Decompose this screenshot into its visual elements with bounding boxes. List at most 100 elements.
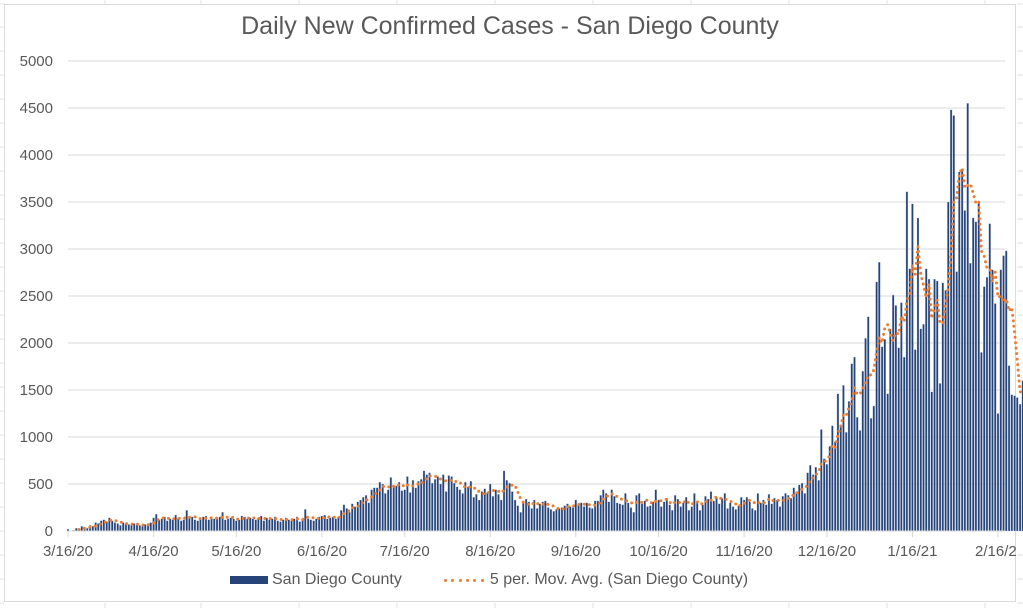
moving-average-dot [800,487,804,491]
bar [762,499,765,532]
moving-average-dot [961,173,965,177]
moving-average-dot [526,502,530,506]
bar [166,520,169,532]
bar [384,493,387,532]
moving-average-dot [610,492,614,496]
moving-average-dot [510,483,514,487]
y-tick-label: 1500 [20,382,53,399]
bar [776,499,779,532]
moving-average-dot [982,254,986,258]
moving-average-dot [942,310,946,314]
moving-average-dot [945,293,949,297]
moving-average-dot [978,228,982,232]
bar [754,510,757,532]
moving-average-dot [231,515,235,519]
bar [861,371,864,532]
moving-average-dot [136,522,140,526]
bar [541,501,544,532]
bar [629,507,633,532]
legend-item-san-diego-county[interactable]: San Diego County [230,571,402,589]
bar [398,481,401,532]
bar [340,510,343,532]
bar [157,519,161,532]
moving-average-dot [634,500,638,504]
moving-average-dot [406,483,410,487]
moving-average-dot [804,485,808,489]
moving-average-dot [561,507,565,511]
moving-average-dot [827,455,831,459]
legend-item-moving-average[interactable]: 5 per. Mov. Avg. (San Diego County) [443,571,749,589]
bar [111,520,114,532]
moving-average-dot [889,333,893,337]
moving-average-dot [995,286,999,290]
moving-average-dot [951,206,955,210]
moving-average-dot [434,474,438,478]
bar [649,505,652,532]
moving-average-dot [279,518,283,522]
bar [113,522,117,532]
moving-average-dot [928,297,932,301]
moving-average-dot [817,467,821,471]
bar [624,493,627,532]
bar [571,507,575,532]
moving-average-dot [989,273,993,277]
moving-average-dot [486,491,490,495]
bar [947,201,950,532]
moving-average-dot [686,500,690,504]
bar [936,280,939,532]
moving-average-dot [846,407,850,411]
moving-average-dot [874,352,878,356]
bar [825,464,829,532]
moving-average-dot [930,314,934,318]
bar [1002,255,1005,532]
moving-average-dot [166,516,170,520]
moving-average-dot [908,291,912,295]
moving-average-dot [477,489,481,493]
moving-average-dot [872,369,876,373]
moving-average-dot [161,516,165,520]
moving-average-dot [776,498,780,502]
moving-average-dot [914,261,918,265]
moving-average-dot [130,522,134,526]
bar [933,278,936,532]
bar [977,200,980,532]
moving-average-dot [932,309,936,313]
bar [536,508,539,532]
moving-average-series [77,168,1022,531]
moving-average-dot [903,313,907,317]
moving-average-dot [738,503,742,507]
moving-average-dot [771,499,775,503]
bar [831,425,834,532]
bar [329,517,332,532]
bar [693,493,696,532]
bar [130,525,133,532]
bar [599,495,602,532]
moving-average-dot [956,185,960,189]
moving-average-dot [536,502,540,506]
moving-average-dot [531,502,535,506]
moving-average-dot [428,474,432,478]
moving-average-dot [691,502,695,506]
bar [878,262,881,532]
moving-average-dot [949,244,953,248]
moving-average-dot [936,303,940,307]
bar [191,516,194,532]
moving-average-dot [356,504,360,508]
bar [287,519,290,532]
bar [472,497,475,532]
legend-label-moving-average: 5 per. Mov. Avg. (San Diego County) [489,571,749,588]
bar [337,516,340,532]
bar [226,518,230,532]
bar [745,497,749,532]
bar [431,482,434,532]
x-tick-label: 8/16/20 [465,543,515,560]
moving-average-dot [482,492,486,496]
moving-average-dot [795,491,799,495]
y-tick-label: 4000 [20,147,53,164]
moving-average-dot [714,495,718,499]
bar [1010,394,1013,532]
moving-average-dot [948,266,952,270]
bar [179,520,183,532]
moving-average-dot [378,488,382,492]
